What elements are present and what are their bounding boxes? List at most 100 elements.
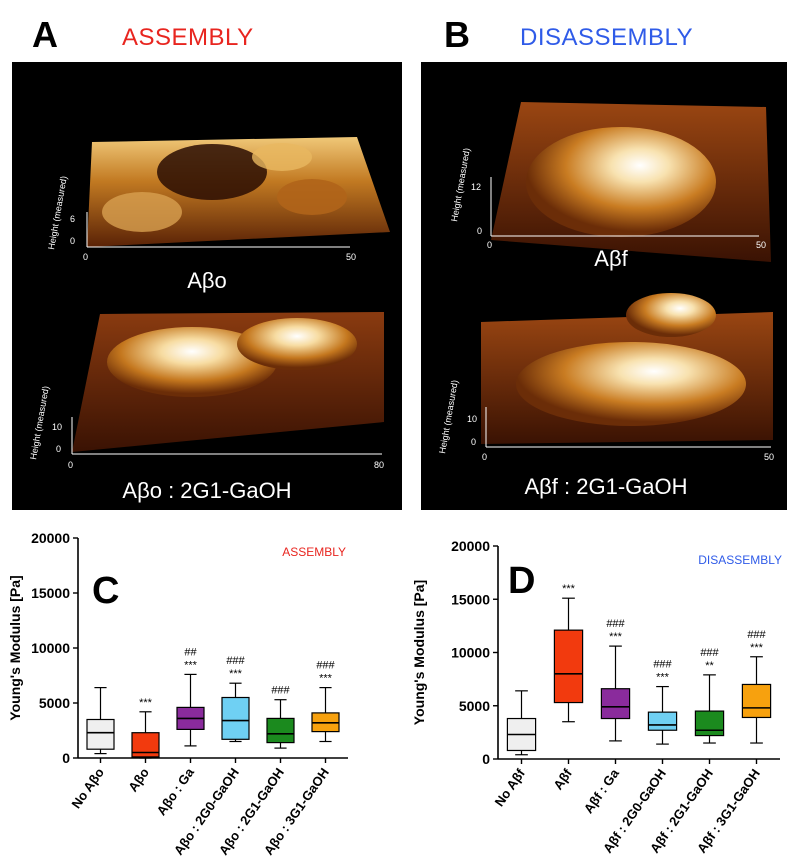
- chart0-box-1: [131, 711, 160, 759]
- chart1-significance-0-0: ***: [562, 583, 576, 595]
- afm-x-tick-abo-2g1-0: 0: [68, 460, 73, 470]
- boxplot-chart-disassembly: 0 5000 10000 15000 20000 Young's Modulus [Pa]…: [411, 538, 782, 856]
- chart1-box-1: [553, 597, 584, 723]
- afm-axes-abo: [86, 212, 350, 248]
- afm-height-tick-abo-0: 0: [70, 236, 75, 246]
- chart1-y-tick-label-3: 15000: [451, 591, 490, 607]
- panel-letter-b: B: [444, 14, 470, 55]
- chart0-box-5: [311, 687, 340, 743]
- chart0-box-3: [221, 682, 250, 743]
- chart1-y-tick-label-2: 10000: [451, 645, 490, 661]
- chart0-significance-2-1: ***: [229, 668, 243, 680]
- chart1-significance-3-1: **: [705, 660, 714, 672]
- afm-axes-abf-2g1: [485, 407, 771, 448]
- afm-height-tick-abo-2g1-1: 10: [52, 422, 62, 432]
- chart1-box-2: [600, 645, 631, 742]
- chart0-significance-2-0: ###: [226, 655, 245, 667]
- afm-height-label-abo: Height (measured): [46, 175, 69, 250]
- chart0-category-label-1: Aβo: [125, 765, 152, 794]
- chart0-significance-1-1: ***: [184, 659, 198, 671]
- afm-height-tick-abf-2g1-0: 0: [471, 437, 476, 447]
- chart0-y-axis-label: Young's Modulus [Pa]: [7, 575, 23, 720]
- chart0-tag-label: ASSEMBLY: [282, 545, 346, 559]
- afm-surface-abo: [87, 137, 390, 247]
- afm-surface-abf-2g1: [481, 293, 773, 444]
- chart1-significance-4-0: ###: [747, 629, 766, 641]
- chart0-box-4: [266, 699, 295, 749]
- afm-height-tick-abf-1: 12: [471, 182, 481, 192]
- chart1-tag-label: DISASSEMBLY: [698, 553, 782, 567]
- chart0-significance-4-1: ***: [319, 673, 333, 685]
- chart1-significance-3-0: ###: [700, 647, 719, 659]
- chart1-panel-letter: D: [508, 560, 535, 602]
- chart1-y-tick-label-1: 5000: [459, 698, 490, 714]
- afm-height-tick-abo-1: 6: [70, 214, 75, 224]
- chart1-box-iqr-4: [694, 710, 725, 737]
- boxplot-chart-assembly: 0 5000 10000 15000 20000 Young's Modulus [Pa]…: [7, 530, 348, 858]
- chart1-box-iqr-2: [600, 688, 631, 720]
- chart0-y-tick-label-4: 20000: [31, 530, 70, 546]
- chart1-y-tick-label-4: 20000: [451, 538, 490, 554]
- chart0-category-label-0: No Aβo: [68, 765, 107, 811]
- chart0-panel-letter: C: [92, 570, 119, 612]
- chart0-box-iqr-3: [221, 696, 250, 740]
- afm-panel-disassembly: Height (measured) 0 12 0 50 Aβf Height (…: [421, 62, 787, 510]
- panel-letter-a: A: [32, 14, 58, 55]
- chart1-box-iqr-1: [553, 629, 584, 704]
- chart0-significance-1-0: ##: [184, 646, 197, 658]
- chart1-box-4: [694, 674, 725, 744]
- chart1-significance-1-1: ***: [609, 631, 623, 643]
- chart0-significance-0-0: ***: [139, 697, 153, 709]
- afm-label-abf-2g1: Aβf : 2G1-GaOH: [524, 474, 687, 499]
- chart0-box-iqr-4: [266, 717, 295, 744]
- afm-label-abf: Aβf: [594, 246, 628, 271]
- chart0-y-tick-label-0: 0: [62, 750, 70, 766]
- afm-height-tick-abf-2g1-1: 10: [467, 414, 477, 424]
- chart1-significance-2-0: ###: [653, 659, 672, 671]
- chart1-box-3: [647, 685, 678, 745]
- afm-height-label-abo-2g1: Height (measured): [28, 385, 51, 460]
- afm-x-tick-abo-2g1-1: 80: [374, 460, 384, 470]
- chart0-box-2: [176, 673, 205, 747]
- chart0-category-label-2: Aβo : Ga: [154, 764, 198, 818]
- chart1-y-axis-label: Young's Modulus [Pa]: [411, 580, 427, 725]
- chart1-category-label-2: Aβf : Ga: [581, 765, 623, 816]
- chart1-box-0: [506, 690, 537, 756]
- chart0-y-tick-label-2: 10000: [31, 640, 70, 656]
- chart1-y-tick-label-0: 0: [482, 751, 490, 767]
- afm-panel-assembly: Height (measured) 0 6 0 50 Aβo Height (m…: [12, 62, 402, 510]
- chart0-y-tick-label-3: 15000: [31, 585, 70, 601]
- chart0-box-iqr-0: [86, 718, 115, 750]
- afm-surface-abf: [491, 102, 771, 262]
- afm-x-tick-abo-0: 0: [83, 252, 88, 262]
- afm-label-abo-2g1: Aβo : 2G1-GaOH: [122, 478, 291, 503]
- afm-height-tick-abo-2g1-0: 0: [56, 444, 61, 454]
- afm-x-tick-abf-1: 50: [756, 240, 766, 250]
- afm-x-tick-abf-2g1-0: 0: [482, 452, 487, 462]
- afm-height-label-abf: Height (measured): [449, 147, 472, 222]
- afm-x-tick-abf-0: 0: [487, 240, 492, 250]
- chart1-category-label-0: No Aβf: [492, 766, 529, 810]
- afm-axes-abo-2g1: [71, 417, 382, 455]
- afm-height-label-abf-2g1: Height (measured): [437, 379, 460, 454]
- afm-surface-abo-2g1: [72, 312, 384, 452]
- chart0-box-0: [86, 687, 115, 755]
- panel-title-disassembly: DISASSEMBLY: [520, 24, 694, 51]
- chart0-significance-3-0: ###: [271, 685, 290, 697]
- chart1-box-iqr-3: [647, 711, 678, 731]
- afm-surfaces-disassembly: Height (measured) 0 12 0 50 Aβf Height (…: [437, 102, 774, 499]
- chart1-box-iqr-5: [741, 683, 772, 719]
- chart1-significance-1-0: ###: [606, 618, 625, 630]
- chart1-significance-2-1: ***: [656, 672, 670, 684]
- afm-surfaces-assembly: Height (measured) 0 6 0 50 Aβo Height (m…: [28, 137, 390, 503]
- chart1-plot-area: 0 5000 10000 15000 20000 Young's Modulus [Pa]…: [411, 538, 782, 856]
- chart0-significance-4-0: ###: [316, 660, 335, 672]
- afm-axes-abf: [490, 177, 759, 237]
- chart0-y-tick-label-1: 5000: [39, 695, 70, 711]
- chart1-significance-4-1: ***: [750, 642, 764, 654]
- panel-title-assembly: ASSEMBLY: [122, 24, 254, 51]
- afm-label-abo: Aβo: [187, 268, 227, 293]
- afm-height-tick-abf-0: 0: [477, 226, 482, 236]
- chart0-plot-area: 0 5000 10000 15000 20000 Young's Modulus [Pa]…: [7, 530, 348, 858]
- afm-x-tick-abf-2g1-1: 50: [764, 452, 774, 462]
